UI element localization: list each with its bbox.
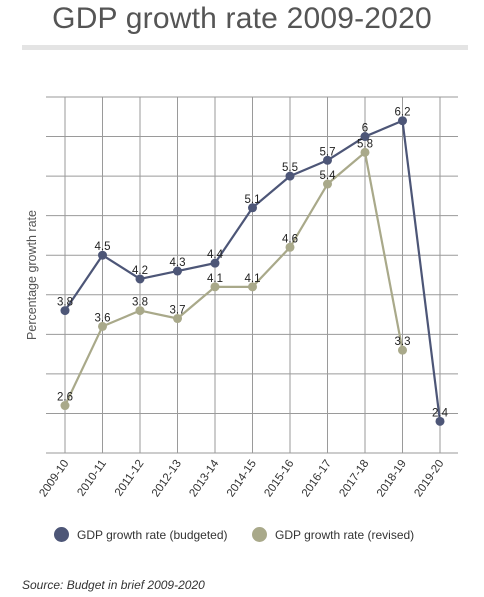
data-point-budgeted (173, 266, 182, 276)
data-point-budgeted (398, 116, 407, 126)
data-label-revised: 3.7 (170, 305, 186, 317)
data-label-budgeted: 5.5 (282, 162, 298, 174)
legend-item-revised: GDP growth rate (revised) (252, 527, 414, 542)
x-tick-label: 2019-20 (412, 458, 446, 499)
x-tick-label: 2012-13 (150, 458, 184, 499)
data-point-budgeted (323, 155, 332, 165)
data-point-budgeted (135, 274, 145, 284)
legend-item-budgeted: GDP growth rate (budgeted) (54, 527, 228, 542)
data-point-budgeted (360, 132, 370, 142)
chart-grid (46, 96, 458, 454)
data-point-revised (285, 242, 295, 252)
data-label-budgeted: 2.4 (432, 407, 449, 419)
data-label-budgeted: 4.5 (95, 241, 111, 253)
data-point-budgeted (60, 306, 70, 316)
data-label-budgeted: 6.2 (395, 107, 411, 119)
x-tick-label: 2016-17 (300, 458, 334, 499)
legend-label-revised: GDP growth rate (revised) (275, 527, 415, 542)
x-tick-label: 2013-14 (187, 457, 221, 499)
x-tick-labels: 2009-10 2010-11 2011-12 2012-13 2013-14 2014-… (37, 457, 446, 499)
data-label-budgeted: 4.4 (207, 249, 224, 261)
data-point-revised (173, 314, 182, 324)
y-axis-label: Percentage growth rate (25, 210, 39, 340)
data-point-revised (248, 282, 257, 292)
data-label-revised: 4.1 (245, 273, 261, 285)
data-point-revised (210, 282, 220, 292)
x-tick-label: 2017-18 (337, 458, 371, 499)
data-label-budgeted: 4.3 (170, 257, 186, 269)
data-label-revised: 2.6 (57, 392, 73, 404)
series-group: 2.6 3.6 3.8 3.7 4.1 4.1 4.6 5.4 5.8 3.3 3.8 4.5 4.2 4… (57, 107, 449, 426)
x-tick-label: 2015-16 (262, 458, 296, 499)
legend-marker-revised (252, 527, 267, 542)
data-label-budgeted: 3.8 (57, 297, 73, 309)
data-label-revised: 3.8 (132, 297, 148, 309)
data-label-revised: 3.3 (395, 336, 411, 348)
data-point-revised (398, 345, 407, 355)
data-point-revised (98, 321, 107, 331)
data-point-revised (360, 147, 370, 157)
x-tick-label: 2014-15 (225, 458, 259, 499)
x-tick-label: 2018-19 (375, 458, 409, 499)
chart-title: GDP growth rate 2009-2020 (52, 2, 432, 35)
line-chart: Percentage growth rate 2009-10 2010-11 201… (25, 96, 458, 499)
legend-label-budgeted: GDP growth rate (budgeted) (77, 527, 228, 542)
data-point-revised (323, 179, 332, 189)
data-point-revised (135, 306, 145, 316)
data-label-budgeted: 6 (362, 123, 368, 135)
data-label-budgeted: 4.2 (132, 265, 148, 277)
legend-marker-budgeted (54, 527, 69, 542)
source-note: Source: Budget in brief 2009-2020 (22, 578, 205, 592)
data-label-budgeted: 5.7 (320, 146, 336, 158)
data-label-revised: 5.4 (320, 170, 337, 182)
data-point-budgeted (210, 258, 220, 268)
data-label-revised: 4.1 (207, 273, 223, 285)
title-divider (22, 45, 468, 50)
data-label-revised: 5.8 (357, 138, 373, 150)
data-point-revised (60, 401, 70, 411)
series-line-revised (64, 151, 404, 407)
data-label-revised: 4.6 (282, 233, 298, 245)
data-point-budgeted (285, 171, 295, 181)
data-label-revised: 3.6 (95, 312, 111, 324)
x-tick-label: 2009-10 (37, 458, 71, 499)
data-label-budgeted: 5.1 (245, 194, 261, 206)
data-point-budgeted (435, 416, 445, 426)
data-point-budgeted (248, 203, 257, 213)
x-tick-label: 2010-11 (75, 458, 109, 499)
data-point-budgeted (98, 250, 107, 260)
x-tick-label: 2011-12 (113, 458, 147, 499)
